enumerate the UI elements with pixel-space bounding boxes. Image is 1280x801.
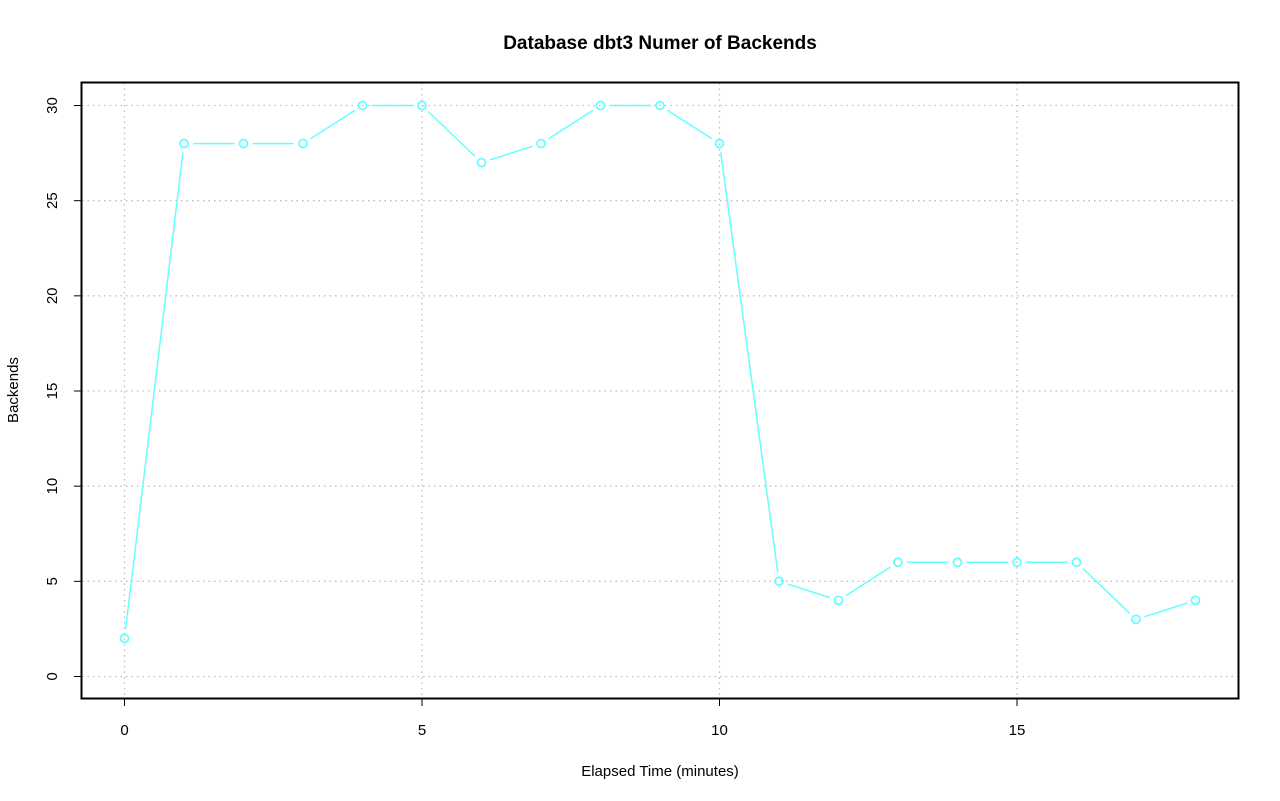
y-tick-label: 30	[44, 97, 61, 114]
data-point	[893, 557, 903, 568]
data-point	[357, 100, 368, 111]
series-line-segment	[845, 566, 891, 597]
series-line-segment	[787, 583, 831, 599]
y-axis: 0 5 10 15 20 25 30	[44, 97, 82, 681]
data-point	[536, 138, 546, 149]
x-tick-label: 0	[120, 722, 128, 739]
data-point	[119, 633, 130, 644]
series-line-segment	[719, 152, 779, 573]
series-layer	[119, 100, 1201, 644]
y-tick-label: 15	[44, 383, 61, 400]
data-point	[417, 100, 427, 111]
y-tick-label: 0	[44, 672, 61, 680]
series-line-segment	[1144, 602, 1188, 618]
x-tick-label: 10	[711, 722, 728, 739]
y-tick-label: 25	[44, 192, 61, 209]
data-point	[952, 557, 963, 568]
data-point	[595, 100, 606, 111]
data-point	[774, 576, 784, 587]
y-tick-label: 20	[44, 287, 61, 304]
data-point	[1131, 614, 1141, 625]
series-line-segment	[667, 109, 713, 140]
data-point	[476, 157, 487, 168]
data-point	[1190, 595, 1201, 606]
x-tick-label: 5	[418, 722, 426, 739]
series-line-segment	[124, 152, 184, 630]
grid-lines	[82, 83, 1238, 698]
series-line-segment	[310, 109, 356, 140]
data-point	[714, 138, 725, 149]
chart-title: Database dbt3 Numer of Backends	[503, 33, 817, 54]
x-axis-label: Elapsed Time (minutes)	[581, 763, 739, 780]
series-line-segment	[489, 145, 533, 161]
data-point	[655, 100, 665, 111]
series-line-segment	[548, 109, 594, 140]
x-tick-label: 15	[1009, 722, 1026, 739]
data-point	[238, 138, 249, 149]
data-point	[179, 138, 189, 149]
data-point	[298, 138, 308, 149]
data-point	[1071, 557, 1082, 568]
series-line-segment	[427, 111, 476, 157]
data-point	[833, 595, 844, 606]
x-axis: 0 5 10 15	[120, 698, 1025, 739]
y-tick-label: 10	[44, 478, 61, 495]
y-tick-label: 5	[44, 577, 61, 585]
data-point	[1012, 557, 1022, 568]
series-line-segment	[1082, 567, 1131, 614]
y-axis-label: Backends	[5, 357, 22, 423]
